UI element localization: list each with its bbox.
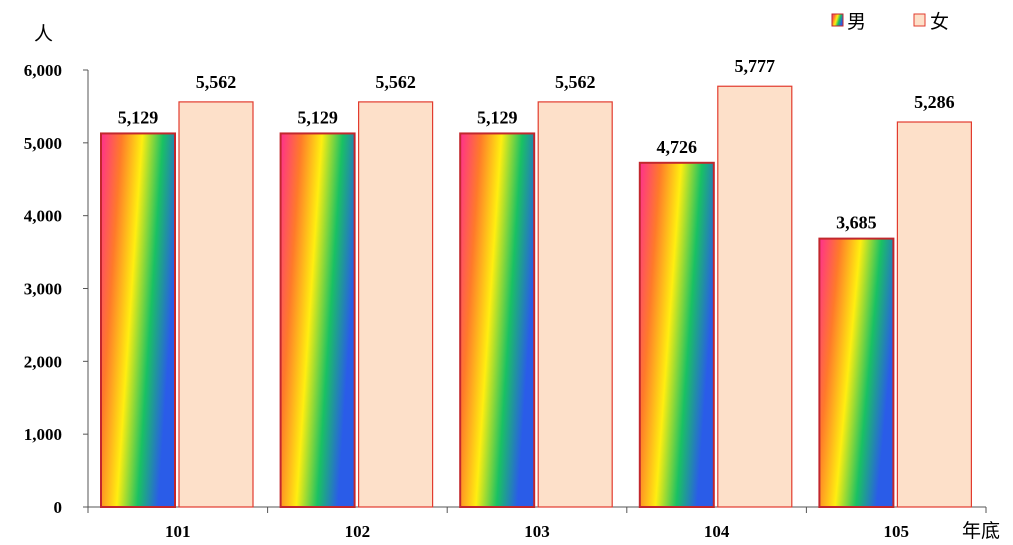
y-tick-label: 4,000 [24,207,62,226]
bar-female-101 [178,101,254,508]
axes: 0 1,000 2,000 3,000 4,000 5,000 6,000 101 102 103… [24,61,987,541]
bar-male-104 [638,161,715,508]
legend-swatch-female [913,13,926,27]
data-label-female-101: 5,562 [196,72,237,92]
bar-female-104 [717,85,793,508]
bar-male-105 [818,237,895,508]
y-tick-label: 1,000 [24,425,62,444]
x-tick-label: 103 [524,522,550,541]
x-tick-label: 102 [345,522,371,541]
bar-female-103 [537,101,613,508]
bars [100,85,973,508]
bar-female-102 [358,101,434,508]
data-labels: 5,129 5,562 5,129 5,562 5,129 5,562 4,726 5,777… [118,56,955,232]
bar-male-103 [459,132,536,508]
bar-male-102 [279,132,356,508]
x-tick-label: 101 [165,522,191,541]
data-label-male-104: 4,726 [657,137,698,157]
data-label-male-101: 5,129 [118,107,159,127]
y-axis-unit-label: 人 [34,23,53,45]
y-tick-label: 0 [54,498,63,517]
legend: 男 女 [831,11,949,33]
data-label-male-105: 3,685 [836,213,877,233]
x-tick-label: 105 [883,522,909,541]
y-tick-label: 6,000 [24,61,62,80]
data-label-male-103: 5,129 [477,107,518,127]
y-tick-label: 3,000 [24,280,62,299]
data-label-female-102: 5,562 [375,72,416,92]
bar-male-101 [100,132,176,508]
legend-swatch-male [831,13,844,27]
data-label-female-104: 5,777 [735,56,776,76]
data-label-female-105: 5,286 [914,92,955,112]
legend-label-female: 女 [930,11,949,33]
y-tick-label: 5,000 [24,134,62,153]
x-tick-label: 104 [704,522,730,541]
bar-female-105 [896,121,973,508]
data-label-male-102: 5,129 [297,107,338,127]
data-label-female-103: 5,562 [555,72,596,92]
x-axis-unit-label: 年底 [962,520,1000,542]
legend-label-male: 男 [847,11,866,33]
y-tick-label: 2,000 [24,352,62,371]
